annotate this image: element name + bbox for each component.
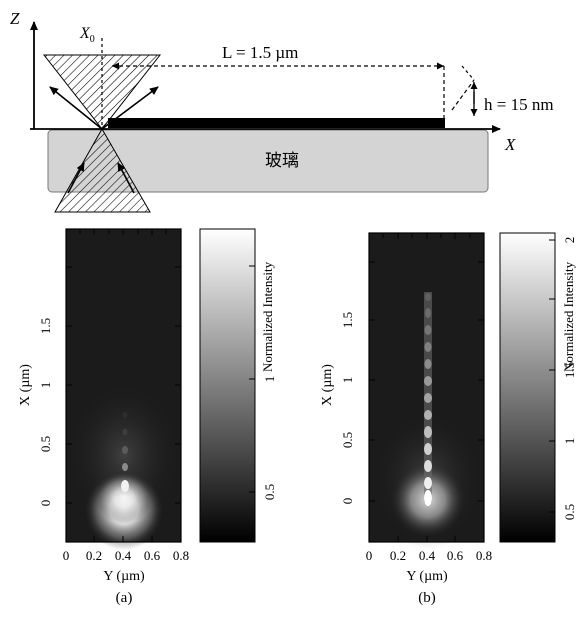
reflected-arrow-left [49,86,103,130]
heatmap-a-intensity [66,380,182,550]
x-tick-label: 0.6 [144,548,161,563]
panel-a-caption: (a) [116,590,133,606]
panel-b-caption: (b) [418,590,436,606]
panel-a: 0 0.2 0.4 0.6 0.8 0 0.5 1 1.5 X (µm) Y (… [18,228,277,606]
y-tick-label: 1.5 [340,312,355,328]
panel-a-ticks [65,229,182,542]
y-tick-label: 0 [340,498,355,505]
x-axis-label: X [504,135,516,154]
panel-b-ylabel: X (µm) [320,364,335,406]
colorbar-tick-label: 2 [562,237,577,244]
colorbar-tick-label: 1 [562,438,577,445]
colorbar-a-label: Normalized Intensity [260,261,275,372]
panel-a-ylabel: X (µm) [18,364,33,406]
nanowire [108,118,445,128]
colorbar-b [499,232,556,543]
panel-b-ticks [368,233,485,542]
heatmap-b-intensity [373,292,483,550]
x-tick-label: 0.8 [173,548,189,563]
schematic: 玻璃 X Z X0 L = 1.5 µm h = 15 nm [10,9,554,213]
panel-b-y-ticks: 0 0.5 1 1.5 [340,312,355,504]
y-tick-label: 1 [340,377,355,384]
colorbar-a [199,228,256,543]
x-tick-label: 0.2 [390,548,406,563]
panel-a-y-ticks: 0 0.5 1 1.5 [38,318,53,506]
x-tick-label: 0.6 [447,548,464,563]
x-tick-label: 0.4 [115,548,132,563]
colorbar-tick-label: 1 [262,376,277,383]
x-tick-label: 0.8 [476,548,492,563]
panel-b-x-ticks: 0 0.2 0.4 0.6 0.8 [366,548,492,563]
height-label: h = 15 nm [484,95,554,114]
y-tick-label: 1 [38,382,53,389]
colorbar-b-label: Normalized Intensity [561,261,576,372]
colorbar-tick-label: 0.5 [562,504,577,520]
panel-b-xlabel: Y (µm) [406,569,448,584]
length-label: L = 1.5 µm [222,43,298,62]
colorbar-a-ticks: 0.5 1 [262,376,277,500]
incident-arrow-left [67,162,85,194]
reflected-arrow-right [101,86,159,130]
incident-arrow-right [117,162,135,194]
y-tick-label: 0.5 [38,436,53,452]
x0-label: X0 [79,25,95,45]
x-tick-label: 0 [63,548,70,563]
substrate-label: 玻璃 [265,151,299,170]
colorbar-tick-label: 0.5 [262,484,277,500]
panel-b: 0 0.2 0.4 0.6 0.8 0 0.5 1 1.5 X (µm) Y (… [320,232,577,606]
x-tick-label: 0.2 [86,548,102,563]
colorbar-tick-label: 1.5 [562,362,577,378]
x-tick-label: 0 [366,548,373,563]
y-tick-label: 0.5 [340,432,355,448]
y-tick-label: 1.5 [38,318,53,334]
z-axis-label: Z [10,9,20,28]
end-emission-line [451,79,475,111]
y-tick-label: 0 [38,500,53,507]
x-tick-label: 0.4 [419,548,436,563]
panel-a-x-ticks: 0 0.2 0.4 0.6 0.8 [63,548,189,563]
colorbar-b-ticks: 0.5 1 1.5 2 [562,237,577,520]
panel-a-xlabel: Y (µm) [103,569,145,584]
glass-substrate [47,129,489,193]
